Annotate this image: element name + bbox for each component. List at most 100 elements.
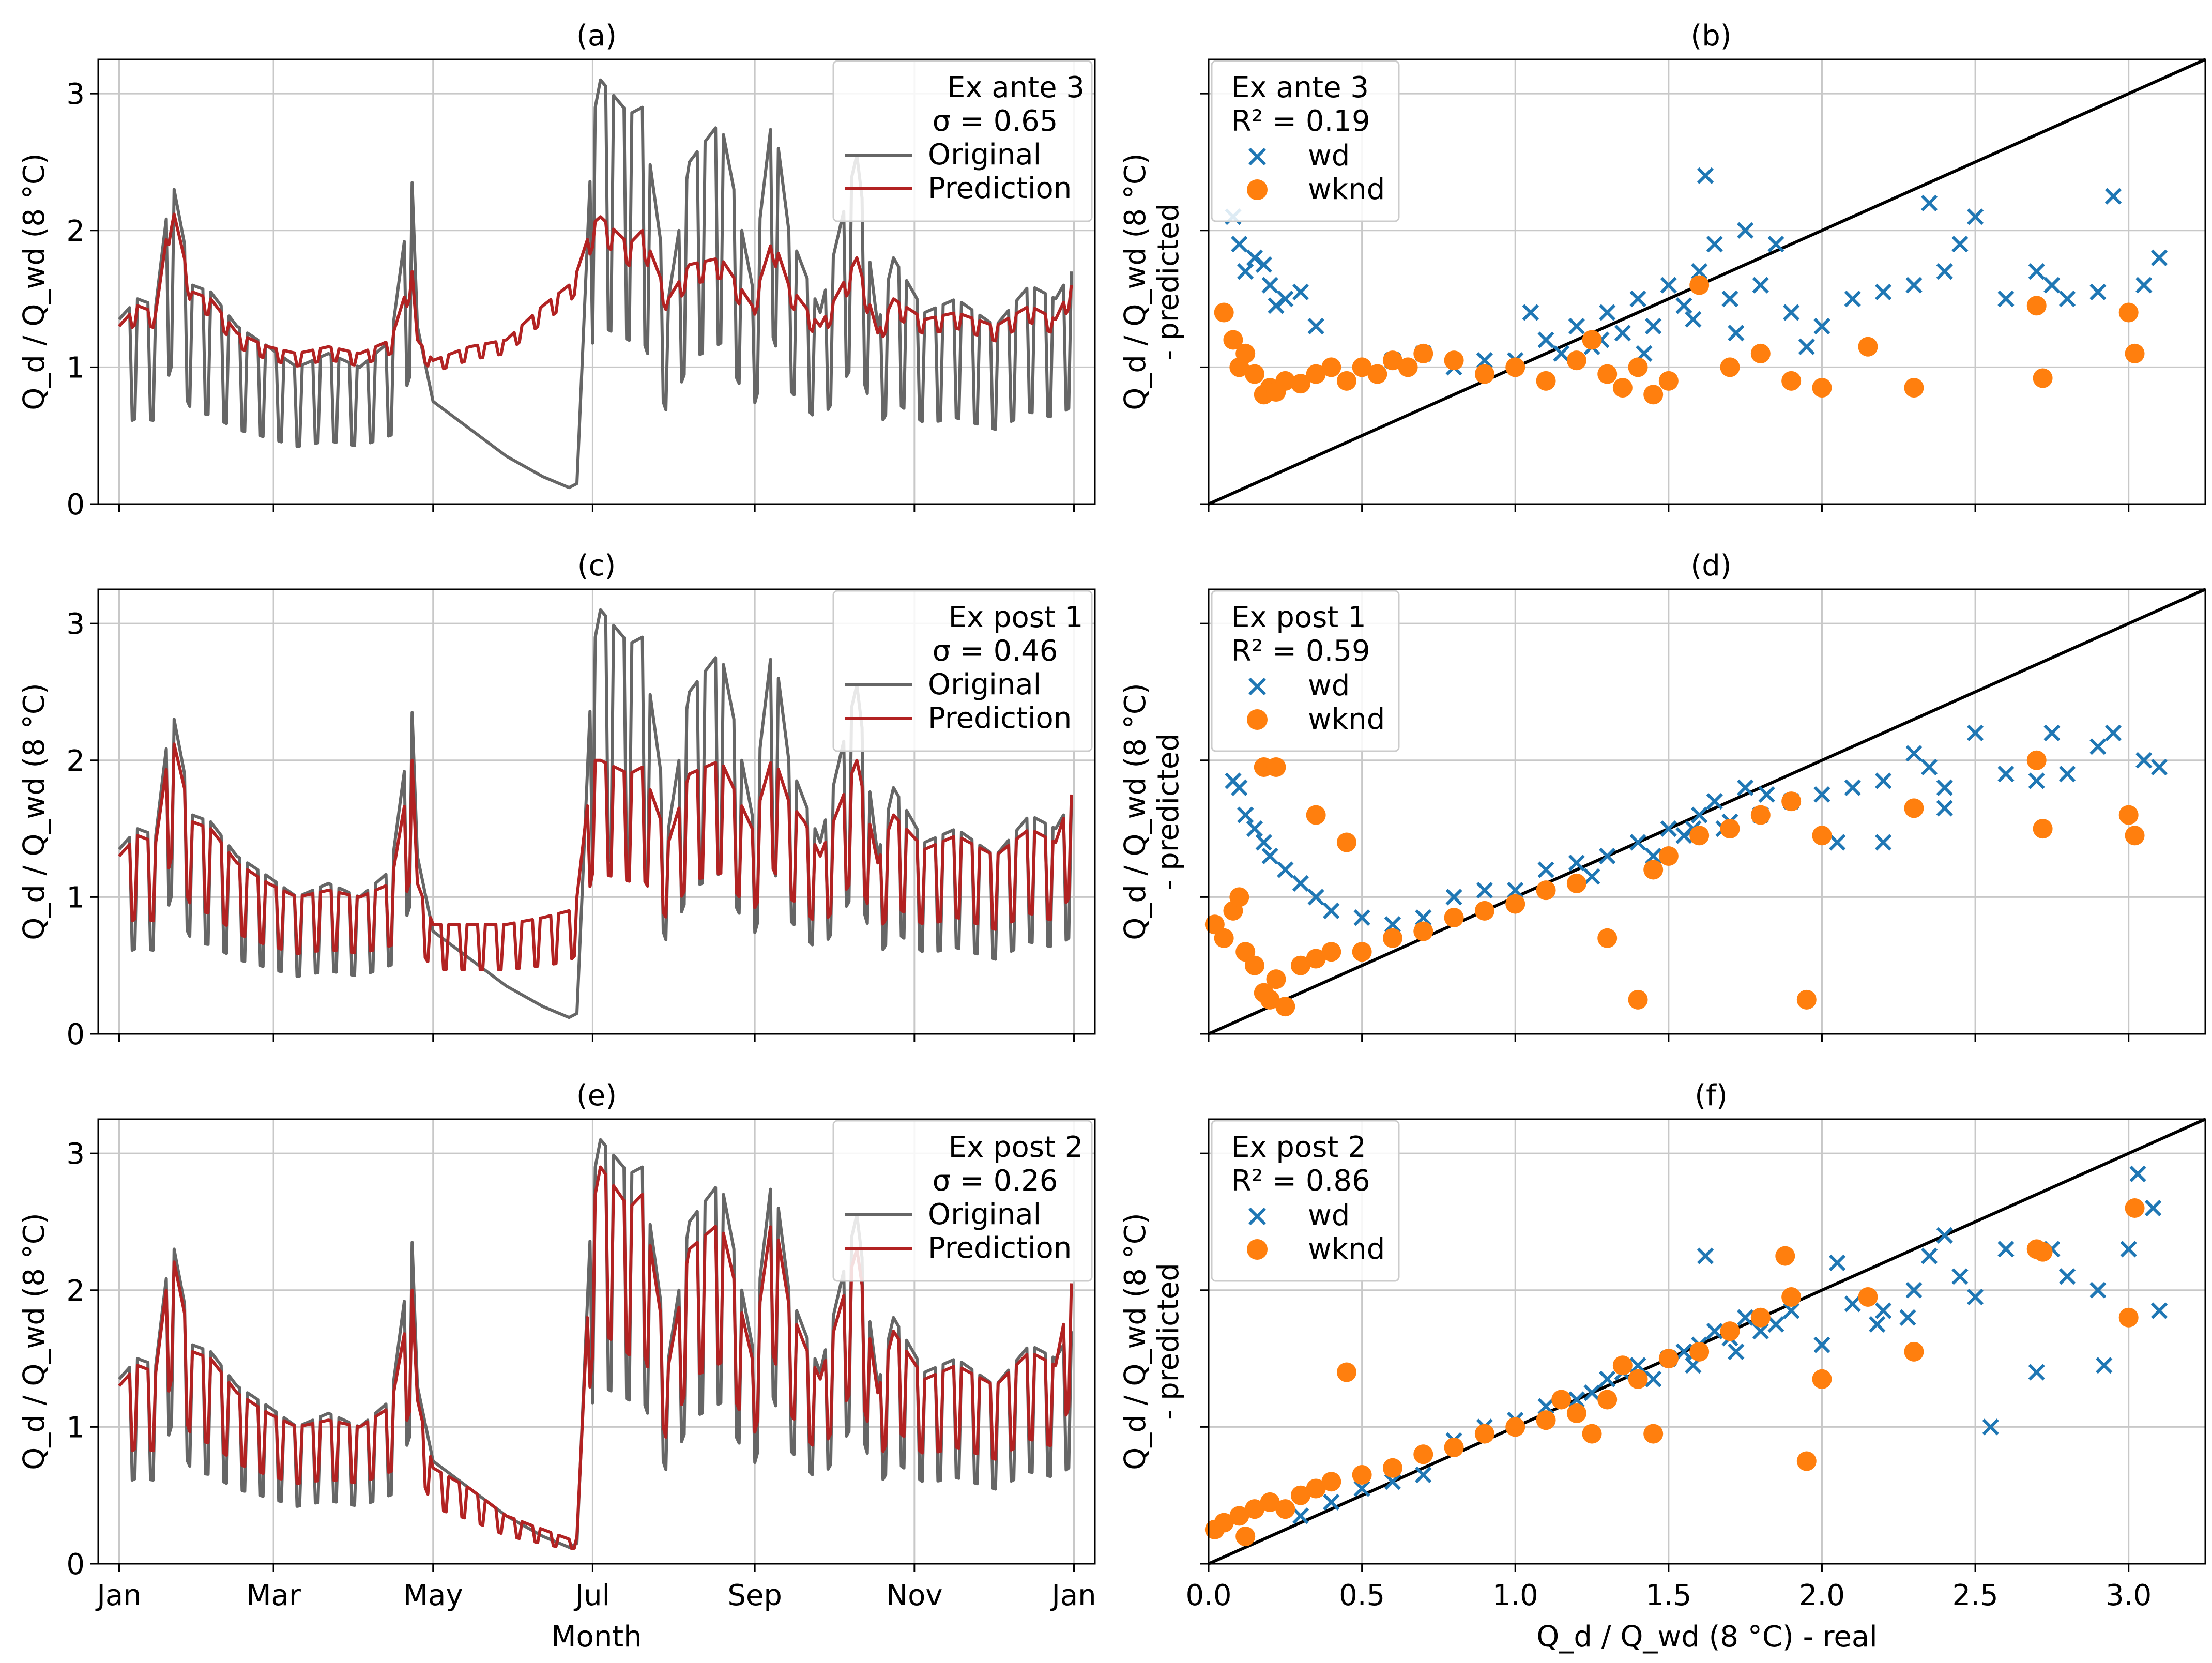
wd-point-d-16 — [1537, 861, 1554, 878]
legend-marker-wd-d — [1248, 677, 1267, 696]
wknd-point-f-25 — [1750, 1307, 1771, 1328]
wknd-point-d-7 — [1260, 989, 1280, 1010]
x-tick-label-f-1: 0.5 — [1339, 1579, 1385, 1612]
wd-point-d-25-stroke-2 — [1737, 779, 1754, 796]
wd-point-f-8-stroke-2 — [1537, 1398, 1554, 1415]
legend-title-c: Ex post 1 — [949, 601, 1084, 634]
wd-point-f-17-stroke-2 — [1706, 1323, 1723, 1340]
wd-point-b-5 — [1292, 283, 1309, 300]
wd-point-f-23 — [1813, 1336, 1830, 1353]
wd-point-f-30-stroke-2 — [1951, 1268, 1969, 1285]
legend-label-original-e: Original — [928, 1198, 1041, 1231]
wd-point-d-11 — [1384, 916, 1401, 933]
wd-point-d-48-stroke-2 — [1829, 834, 1846, 851]
wknd-point-b-12 — [1336, 371, 1356, 391]
y-ticks-a: 0 1 2 3 — [66, 78, 98, 522]
wd-point-b-47-stroke-2 — [2104, 188, 2122, 205]
wd-point-b-32 — [1783, 304, 1800, 321]
wknd-point-d-38 — [1266, 757, 1286, 777]
y-axis-label-b-line1: Q_d / Q_wd (8 °C) — [1119, 153, 1152, 410]
wknd-point-d-36 — [2125, 826, 2145, 846]
wknd-point-f-20 — [1628, 1369, 1648, 1389]
wd-point-b-4-stroke-2 — [1277, 290, 1294, 308]
y-tick-label-a-1: 1 — [66, 351, 85, 385]
wknd-point-d-34 — [2033, 819, 2053, 839]
wd-point-f-39 — [2120, 1241, 2137, 1258]
wknd-point-d-17 — [1444, 908, 1464, 928]
wd-point-d-8 — [1255, 834, 1272, 851]
wd-point-b-39-stroke-2 — [1936, 263, 1953, 280]
wknd-point-b-36 — [2125, 343, 2145, 363]
wd-point-b-25 — [1691, 263, 1708, 280]
wd-point-b-2-stroke-2 — [1246, 249, 1263, 266]
wd-point-b-48-stroke-2 — [2135, 277, 2153, 294]
legend-label-wd-b: wd — [1308, 139, 1350, 173]
wknd-point-d-11 — [1306, 949, 1326, 969]
legend-e: Ex post 2 σ = 0.26 Original Prediction — [832, 1120, 1093, 1282]
wd-point-d-17-stroke-2 — [1568, 855, 1585, 872]
line-original-a — [118, 78, 1073, 490]
wd-point-d-35-stroke-2 — [1997, 766, 2015, 783]
wd-point-f-43-stroke-2 — [1697, 1247, 1714, 1264]
wd-point-b-22 — [1645, 317, 1662, 335]
panel-title-f: (f) — [1695, 1079, 1727, 1112]
x-tick-label-f-3: 1.5 — [1645, 1579, 1691, 1612]
wd-point-b-50-stroke-2 — [1553, 345, 1570, 362]
wknd-point-b-11 — [1321, 357, 1341, 377]
wd-point-f-44-stroke-2 — [1583, 1384, 1600, 1401]
wd-point-b-42 — [1997, 290, 2015, 308]
wknd-point-b-8 — [1275, 371, 1295, 391]
wd-point-f-36-stroke-2 — [2058, 1268, 2076, 1285]
wd-point-f-21-stroke-2 — [1767, 1316, 1784, 1333]
x-ticks-e: Jan Mar May Jul Sep Nov Jan — [95, 1564, 1096, 1612]
wknd-point-f-5 — [1260, 1492, 1280, 1512]
legend-b: Ex ante 3 R² = 0.19 wd wknd — [1211, 60, 1400, 222]
wknd-point-b-15 — [1382, 350, 1402, 371]
wknd-point-b-31 — [1858, 337, 1878, 357]
y-tick-label-a-3: 3 — [66, 78, 85, 111]
wd-point-b-30 — [1752, 277, 1769, 294]
wknd-point-b-23 — [1597, 364, 1618, 384]
wd-point-f-25 — [1844, 1295, 1861, 1313]
wd-point-b-46 — [2089, 283, 2107, 300]
wd-point-f-47-stroke-2 — [1869, 1316, 1886, 1333]
wd-point-b-9 — [1268, 297, 1285, 314]
x-tick-label-e-4: Sep — [727, 1579, 782, 1612]
wknd-point-d-22 — [1597, 928, 1618, 948]
wd-point-f-48-stroke-2 — [1899, 1309, 1916, 1326]
wd-point-b-16-stroke-2 — [1537, 331, 1554, 348]
wd-point-b-50 — [1553, 345, 1570, 362]
legend-marker-wknd-d — [1247, 709, 1268, 730]
wknd-point-b-28 — [1750, 343, 1771, 363]
wd-point-f-23-stroke-2 — [1813, 1336, 1830, 1353]
wd-point-b-8-stroke-2 — [1255, 256, 1272, 273]
wd-point-f-36 — [2058, 1268, 2076, 1285]
y-ticks-b — [1200, 93, 1209, 505]
legend-label-prediction-e: Prediction — [928, 1231, 1072, 1265]
wd-point-f-32 — [1982, 1418, 1999, 1436]
wd-point-d-40-stroke-2 — [2104, 724, 2122, 741]
y-ticks-f — [1200, 1152, 1209, 1565]
wd-point-b-15 — [1522, 304, 1539, 321]
wknd-point-d-18 — [1474, 901, 1494, 921]
wknd-point-f-17 — [1536, 1410, 1556, 1430]
wknd-point-b-24 — [1628, 357, 1648, 377]
wd-point-b-29-stroke-2 — [1737, 222, 1754, 239]
wknd-point-b-26 — [1689, 275, 1710, 295]
legend-title-d: Ex post 1 — [1231, 601, 1366, 634]
wd-point-b-38 — [1920, 194, 1938, 211]
y-tick-label-c-0: 0 — [66, 1018, 85, 1051]
wknd-point-d-15 — [1382, 928, 1402, 948]
wd-point-b-44-stroke-2 — [2043, 277, 2061, 294]
x-axis-label-e: Month — [551, 1620, 642, 1654]
wd-point-b-43 — [2028, 263, 2045, 280]
wd-point-f-24-stroke-2 — [1829, 1254, 1846, 1271]
x-tick-label-e-6: Jan — [1050, 1579, 1096, 1612]
wd-point-b-48 — [2135, 277, 2153, 294]
panel-e: (e) 0 1 2 3 Jan Mar May Jul Sep Nov Jan Q_d / Q_w… — [18, 1079, 1096, 1654]
wd-point-b-49-stroke-2 — [2150, 249, 2168, 266]
wd-point-d-5 — [1292, 875, 1309, 892]
wd-point-d-10 — [1353, 909, 1370, 926]
wknd-point-d-20 — [1536, 880, 1556, 901]
wd-point-d-28 — [1813, 786, 1830, 803]
